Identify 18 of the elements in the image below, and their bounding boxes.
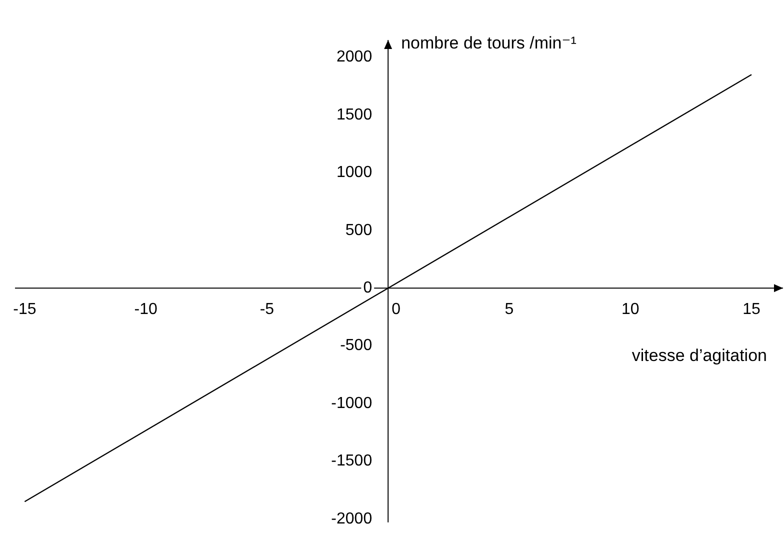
y-tick-label: -1500 bbox=[331, 452, 388, 470]
x-tick-label: 10 bbox=[621, 301, 640, 318]
y-tick-label: -2000 bbox=[331, 510, 388, 528]
x-tick-label: -10 bbox=[134, 301, 158, 318]
x-tick-label: -5 bbox=[260, 301, 274, 318]
x-tick-label: 15 bbox=[742, 301, 761, 318]
y-tick-label: -1000 bbox=[331, 394, 388, 412]
x-tick-label: 0 bbox=[376, 301, 401, 318]
y-tick-label: 2000 bbox=[336, 48, 388, 66]
x-tick-label: -15 bbox=[13, 301, 36, 318]
y-tick-label: 0 bbox=[363, 280, 388, 297]
x-tick-label: 5 bbox=[504, 301, 514, 318]
y-tick-label: 1500 bbox=[336, 106, 388, 124]
y-tick-label: -500 bbox=[340, 337, 388, 354]
y-tick-label: 500 bbox=[345, 222, 388, 239]
y-tick-label: 1000 bbox=[336, 164, 388, 182]
x-axis-title: vitesse d’agitation bbox=[632, 346, 767, 365]
y-axis-title: nombre de tours /min⁻¹ bbox=[401, 34, 577, 53]
